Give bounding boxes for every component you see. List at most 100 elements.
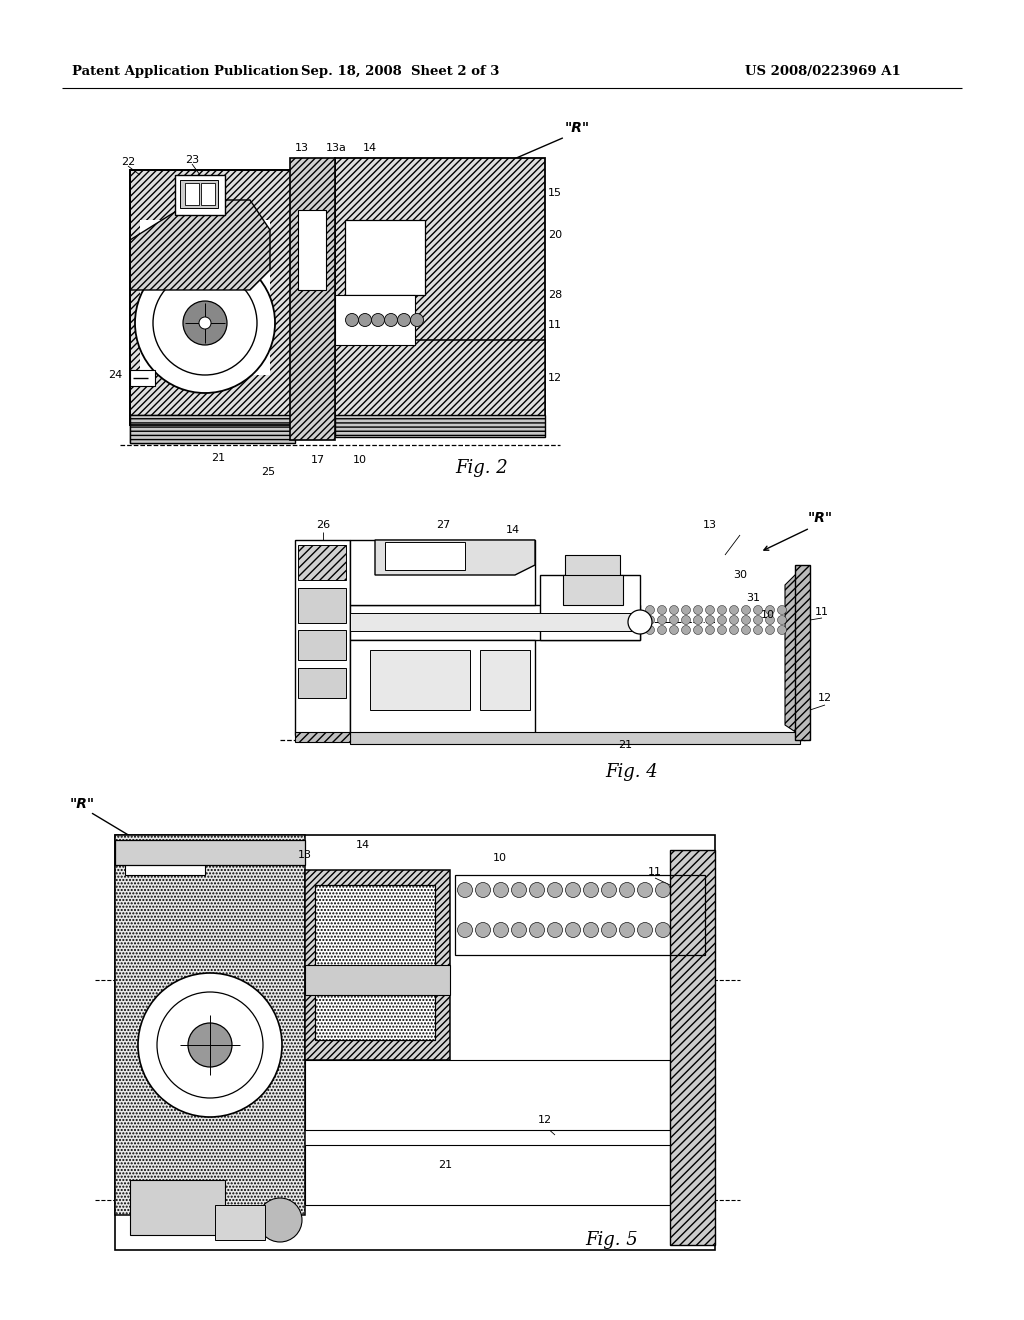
Text: 10: 10 xyxy=(493,853,507,863)
Circle shape xyxy=(741,626,751,635)
Circle shape xyxy=(372,314,384,326)
Bar xyxy=(130,1180,225,1236)
Circle shape xyxy=(584,883,598,898)
Circle shape xyxy=(620,923,635,937)
Circle shape xyxy=(135,253,275,393)
Text: 21: 21 xyxy=(617,741,632,750)
Bar xyxy=(305,870,450,1060)
Bar xyxy=(540,576,640,640)
Circle shape xyxy=(718,615,726,624)
Circle shape xyxy=(655,923,671,937)
Polygon shape xyxy=(130,201,270,290)
Text: Sep. 18, 2008  Sheet 2 of 3: Sep. 18, 2008 Sheet 2 of 3 xyxy=(301,66,499,78)
Bar xyxy=(290,158,335,440)
Text: 28: 28 xyxy=(548,290,562,300)
Circle shape xyxy=(741,615,751,624)
Bar xyxy=(130,170,295,425)
Polygon shape xyxy=(375,540,535,576)
Circle shape xyxy=(628,610,652,634)
Circle shape xyxy=(645,626,654,635)
Bar xyxy=(130,414,190,444)
Text: 12: 12 xyxy=(818,693,833,704)
Bar xyxy=(298,545,346,579)
Circle shape xyxy=(741,606,751,615)
Bar xyxy=(130,414,295,444)
Bar xyxy=(315,884,435,1040)
Bar xyxy=(345,220,425,294)
Text: 13: 13 xyxy=(295,143,309,153)
Circle shape xyxy=(777,606,786,615)
Text: 14: 14 xyxy=(506,525,520,535)
Circle shape xyxy=(754,606,763,615)
Bar xyxy=(565,554,620,579)
Circle shape xyxy=(706,615,715,624)
Bar xyxy=(295,733,350,742)
Text: 13a: 13a xyxy=(326,143,346,153)
Circle shape xyxy=(754,626,763,635)
Text: 26: 26 xyxy=(316,520,330,531)
Circle shape xyxy=(670,615,679,624)
Circle shape xyxy=(638,923,652,937)
Circle shape xyxy=(620,883,635,898)
Bar xyxy=(298,587,346,623)
Bar xyxy=(305,965,450,995)
Circle shape xyxy=(183,301,227,345)
Circle shape xyxy=(693,626,702,635)
Text: 31: 31 xyxy=(746,593,760,603)
Bar xyxy=(295,540,350,735)
Circle shape xyxy=(638,883,652,898)
Bar xyxy=(115,836,305,1214)
Bar xyxy=(201,183,215,205)
Bar xyxy=(335,341,545,436)
Text: 10: 10 xyxy=(761,610,775,620)
Bar xyxy=(335,294,415,345)
Bar xyxy=(305,1060,670,1130)
Circle shape xyxy=(657,615,667,624)
Bar xyxy=(215,1205,265,1239)
Bar xyxy=(350,612,640,631)
Circle shape xyxy=(199,317,211,329)
Text: 11: 11 xyxy=(815,607,829,616)
Circle shape xyxy=(777,626,786,635)
Circle shape xyxy=(657,606,667,615)
Text: 30: 30 xyxy=(733,570,746,579)
Bar xyxy=(185,183,199,205)
Text: 22: 22 xyxy=(121,157,135,168)
Circle shape xyxy=(157,993,263,1098)
Text: Fig. 5: Fig. 5 xyxy=(585,1232,638,1249)
Circle shape xyxy=(682,606,690,615)
Text: 23: 23 xyxy=(185,154,199,165)
Circle shape xyxy=(682,615,690,624)
Bar xyxy=(125,840,205,875)
Circle shape xyxy=(153,271,257,375)
Bar xyxy=(335,414,545,437)
Circle shape xyxy=(645,606,654,615)
Circle shape xyxy=(601,923,616,937)
Bar xyxy=(370,649,470,710)
Circle shape xyxy=(718,626,726,635)
Bar xyxy=(350,640,535,735)
Text: 21: 21 xyxy=(211,453,225,463)
Circle shape xyxy=(754,615,763,624)
Bar xyxy=(140,220,270,375)
Circle shape xyxy=(494,923,509,937)
Circle shape xyxy=(548,883,562,898)
Circle shape xyxy=(512,883,526,898)
Circle shape xyxy=(345,314,358,326)
Bar xyxy=(563,576,623,605)
Text: 11: 11 xyxy=(648,867,662,876)
Circle shape xyxy=(512,923,526,937)
Circle shape xyxy=(766,626,774,635)
Text: Patent Application Publication: Patent Application Publication xyxy=(72,66,299,78)
Circle shape xyxy=(529,883,545,898)
Circle shape xyxy=(655,883,671,898)
Bar xyxy=(175,176,225,215)
Circle shape xyxy=(475,883,490,898)
Text: 27: 27 xyxy=(436,520,451,531)
Circle shape xyxy=(674,923,688,937)
Text: 25: 25 xyxy=(261,467,275,477)
Circle shape xyxy=(565,923,581,937)
Bar xyxy=(130,370,155,385)
Circle shape xyxy=(458,883,472,898)
Circle shape xyxy=(718,606,726,615)
